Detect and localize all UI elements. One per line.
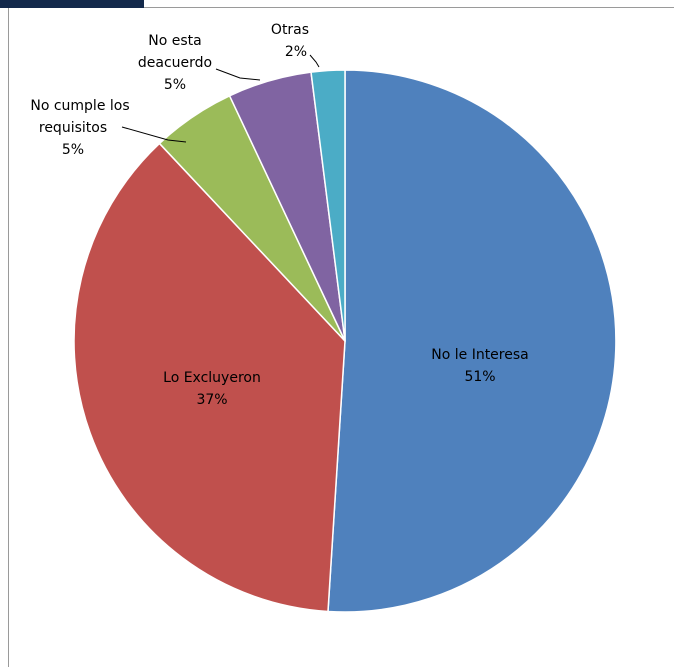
top-border xyxy=(144,7,674,8)
pie-slice-lo-excluyeron xyxy=(73,142,346,613)
slice-label-no-esta-line2: deacuerdo xyxy=(138,55,212,71)
slice-value-no-esta: 5% xyxy=(164,77,186,93)
pie-slice-no-le-interesa xyxy=(327,69,617,613)
leader-line-no-cumple xyxy=(121,126,187,143)
slice-value-lo-excluyeron: 37% xyxy=(196,392,227,408)
pie-slice-otras xyxy=(310,69,346,342)
leader-line-no-esta xyxy=(215,68,261,81)
left-border xyxy=(8,8,9,667)
slice-label-no-esta-line1: No esta xyxy=(148,33,201,49)
slice-label-no-le-interesa: No le Interesa xyxy=(431,347,528,363)
slice-label-no-cumple-line1: No cumple los xyxy=(30,98,129,114)
slice-label-lo-excluyeron: Lo Excluyeron xyxy=(163,370,261,386)
corner-bar xyxy=(0,0,144,8)
leaders-layer xyxy=(121,54,320,143)
leader-line-otras xyxy=(309,54,320,68)
slice-value-no-cumple: 5% xyxy=(62,142,84,158)
slice-label-otras: Otras xyxy=(271,22,309,38)
slices-layer xyxy=(73,69,617,613)
slice-label-no-cumple-line2: requisitos xyxy=(39,120,107,136)
slice-value-otras: 2% xyxy=(285,44,307,60)
slice-value-no-le-interesa: 51% xyxy=(464,369,495,385)
